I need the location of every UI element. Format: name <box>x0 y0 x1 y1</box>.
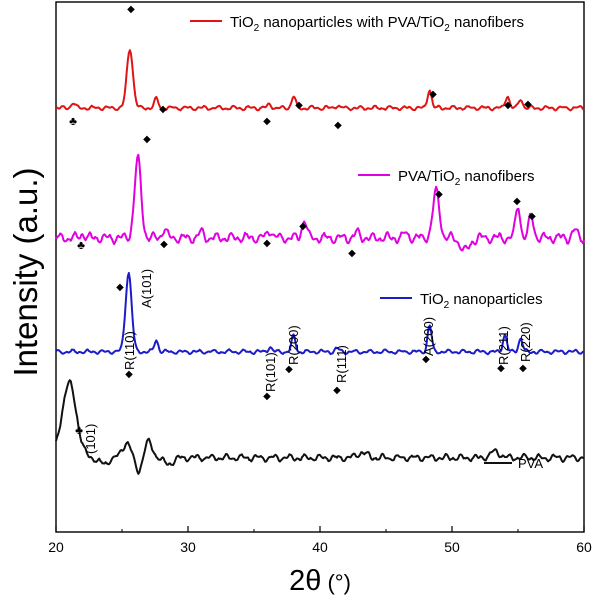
diamond-marker: ◆ <box>519 363 527 374</box>
x-axis-ticks: 20 30 40 50 60 <box>48 526 592 555</box>
diamond-marker: ◆ <box>333 385 341 396</box>
phase-label: A(101) <box>139 269 154 308</box>
diamond-marker: ◆ <box>528 211 536 222</box>
series-line-2 <box>55 271 585 356</box>
x-tick-label-20: 20 <box>48 539 64 555</box>
diamond-marker: ◆ <box>127 4 135 15</box>
diamond-marker: ◆ <box>435 189 443 200</box>
plot-frame <box>55 1 585 533</box>
phase-label: R(101) <box>263 352 278 392</box>
diamond-marker: ◆ <box>295 100 303 111</box>
diamond-marker: ◆ <box>285 364 293 375</box>
x-tick-label-30: 30 <box>180 539 196 555</box>
phase-label: A(200) <box>421 317 436 356</box>
phase-label: R(110) <box>122 331 137 370</box>
diamond-marker: ◆ <box>160 239 168 250</box>
diamond-marker: ◆ <box>263 116 271 127</box>
diamond-marker: ◆ <box>159 104 167 115</box>
x-tick-label-50: 50 <box>444 539 460 555</box>
legend-black: PVA <box>484 456 543 471</box>
phase-label: R(220) <box>518 322 533 362</box>
legend-magenta: PVA/TiO2 nanofibers <box>358 168 534 188</box>
diamond-marker: ◆ <box>125 369 133 380</box>
series-line-3 <box>55 379 585 475</box>
club-marker: ♣ <box>77 238 85 252</box>
legend-red-label: TiO2 nanoparticles with PVA/TiO2 nanofib… <box>230 14 524 34</box>
legend-blue-label: TiO2 nanoparticles <box>420 291 543 311</box>
peak-markers: ◆ ◆ ♣ ◆ ◆ ◆ ◆ ◆ ◆ ◆ ♣ ◆ ◆ ◆ ◆ ◆ ◆ ◆ ◆ ◆ ◆ ◆ ◆ ◆ ◆ ◆ ♣ A(101) R(110) R… <box>69 4 536 454</box>
diamond-marker: ◆ <box>513 196 521 207</box>
phase-label: R(211) <box>496 326 511 365</box>
club-marker: ♣ <box>75 423 83 437</box>
diamond-marker: ◆ <box>348 248 356 259</box>
diamond-marker: ◆ <box>497 363 505 374</box>
legend-red: TiO2 nanoparticles with PVA/TiO2 nanofib… <box>190 14 524 34</box>
diamond-marker: ◆ <box>504 100 512 111</box>
diamond-marker: ◆ <box>116 282 124 293</box>
phase-label: R(111) <box>334 345 349 383</box>
legend-magenta-label: PVA/TiO2 nanofibers <box>398 168 534 188</box>
diamond-marker: ◆ <box>143 134 151 145</box>
diamond-marker: ◆ <box>334 120 342 131</box>
diamond-marker: ◆ <box>263 238 271 249</box>
diamond-marker: ◆ <box>263 391 271 402</box>
phase-label: R(200) <box>286 325 301 365</box>
phase-label: (101) <box>83 424 98 454</box>
x-tick-label-60: 60 <box>576 539 592 555</box>
x-axis-label: 2θ (°) <box>289 565 351 597</box>
x-tick-label-40: 40 <box>312 539 328 555</box>
diamond-marker: ◆ <box>524 99 532 110</box>
series-layer <box>55 49 585 475</box>
diamond-marker: ◆ <box>429 89 437 100</box>
series-line-1 <box>55 153 585 252</box>
series-line-0 <box>55 49 585 112</box>
diamond-marker: ◆ <box>299 221 307 232</box>
diamond-marker: ◆ <box>422 354 430 365</box>
legend-black-label: PVA <box>518 456 543 471</box>
y-axis-label: Intensity (a.u.) <box>7 167 44 376</box>
legend-blue: TiO2 nanoparticles <box>380 291 543 311</box>
club-marker: ♣ <box>69 114 77 128</box>
